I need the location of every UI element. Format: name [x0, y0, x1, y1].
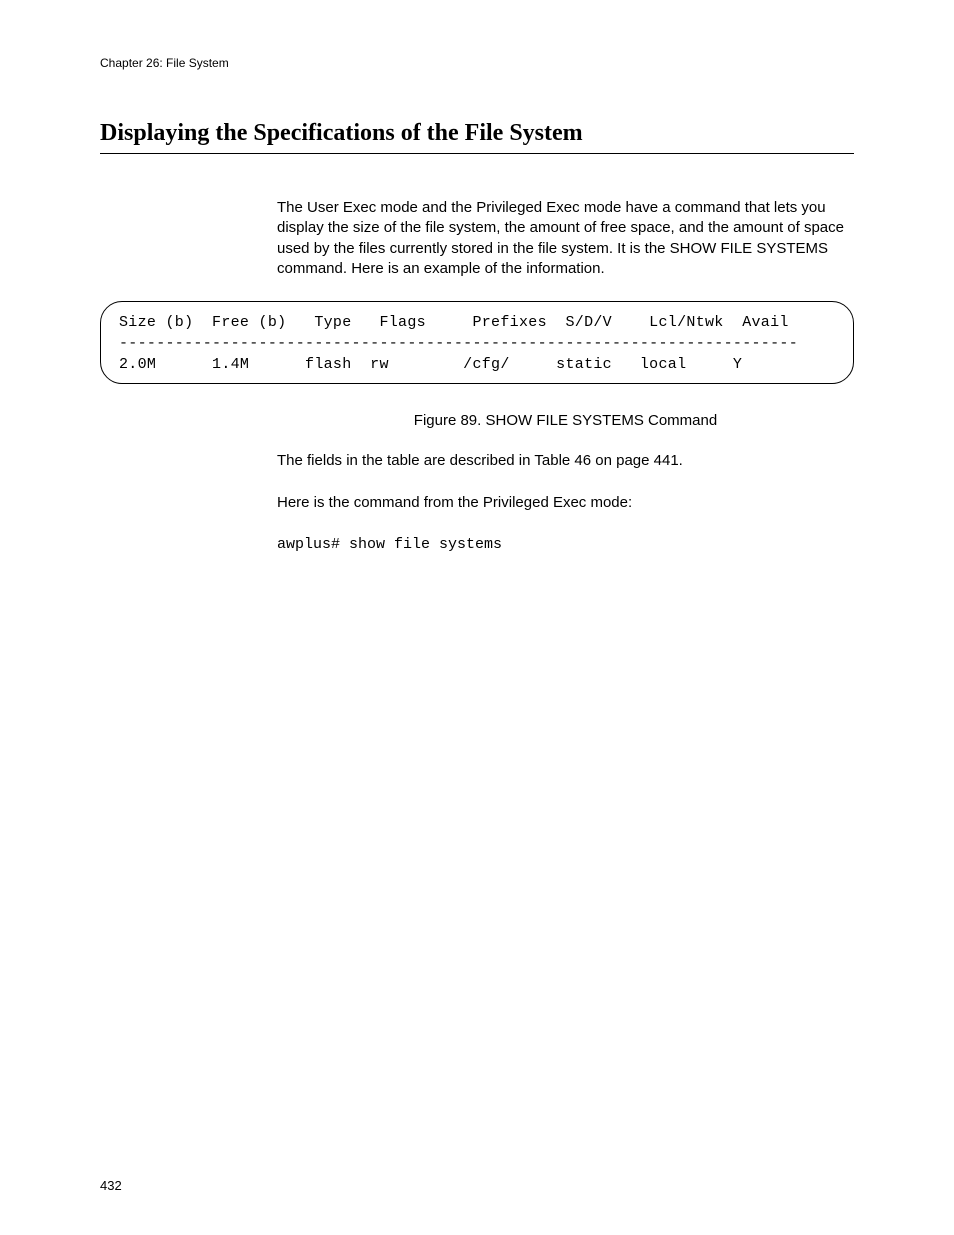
intro-paragraph: The User Exec mode and the Privileged Ex…	[277, 198, 854, 279]
fields-description: The fields in the table are described in…	[277, 451, 854, 471]
terminal-line-data: 2.0M 1.4M flash rw /cfg/ static local Y	[119, 356, 742, 373]
chapter-header: Chapter 26: File System	[100, 56, 854, 70]
command-example: awplus# show file systems	[277, 536, 854, 553]
command-intro: Here is the command from the Privileged …	[277, 493, 854, 513]
page-number: 432	[100, 1178, 122, 1193]
terminal-line-header: Size (b) Free (b) Type Flags Prefixes S/…	[119, 314, 789, 331]
terminal-line-divider: ----------------------------------------…	[119, 335, 798, 352]
figure-caption: Figure 89. SHOW FILE SYSTEMS Command	[277, 412, 854, 429]
section-title: Displaying the Specifications of the Fil…	[100, 120, 854, 154]
terminal-output: Size (b) Free (b) Type Flags Prefixes S/…	[100, 301, 854, 384]
